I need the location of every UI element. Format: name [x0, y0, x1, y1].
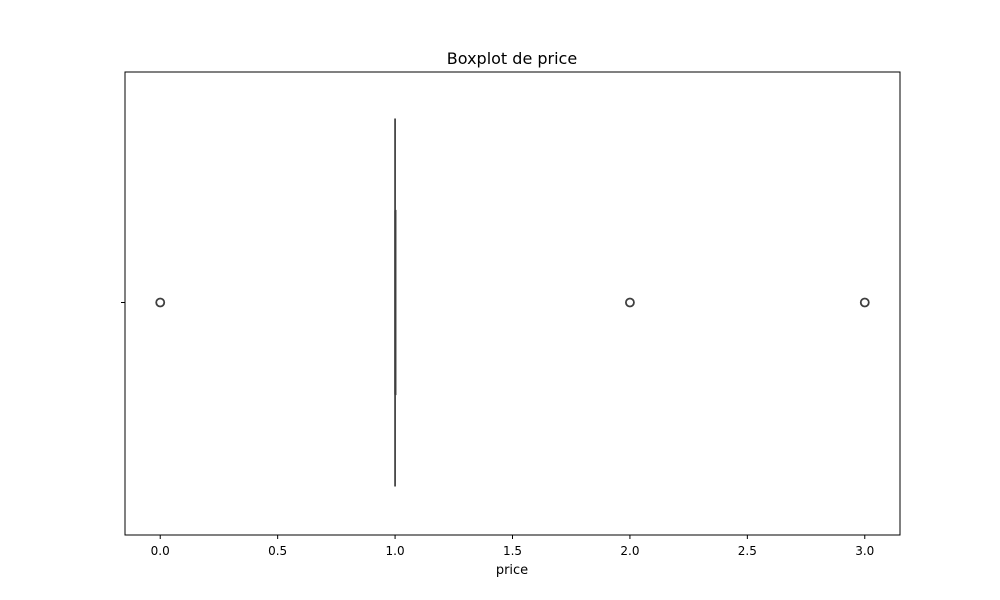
- chart-title: Boxplot de price: [447, 49, 577, 68]
- axes-frame: [124, 71, 901, 536]
- x-tick-label: 1.5: [503, 544, 522, 558]
- x-tick-label: 0.0: [151, 544, 170, 558]
- x-tick-label: 3.0: [855, 544, 874, 558]
- plot-area: [155, 118, 870, 487]
- x-tick-label: 2.5: [738, 544, 757, 558]
- outlier-point: [155, 297, 166, 308]
- x-tick-label: 2.0: [620, 544, 639, 558]
- x-axis: 0.0 0.5 1.0 1.5 2.0 2.5 3.0: [151, 535, 874, 558]
- x-tick-label: 0.5: [268, 544, 287, 558]
- outlier-point: [625, 297, 635, 308]
- x-axis-label: price: [496, 563, 528, 578]
- x-tick-label: 1.0: [386, 544, 405, 558]
- outlier-point: [859, 297, 870, 308]
